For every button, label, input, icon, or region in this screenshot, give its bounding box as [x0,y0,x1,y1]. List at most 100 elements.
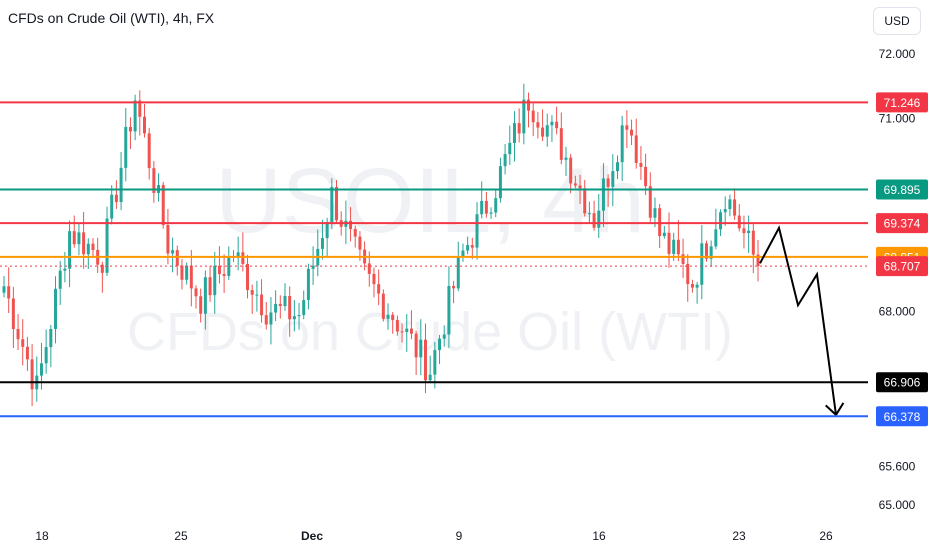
candle-body [419,339,423,358]
candle-body [54,288,58,329]
candle [152,161,156,203]
candle [512,111,516,162]
candle-body [77,232,81,245]
candle-body [428,374,432,381]
candle-body [625,125,629,130]
candle [330,178,334,230]
candle-body [86,243,90,255]
candle-body [325,222,329,239]
candle [475,202,479,260]
candle [447,266,451,348]
currency-button[interactable]: USD [873,7,921,35]
candle [54,276,58,344]
price-label-text: 71.246 [884,96,921,110]
watermark-description: CFDs on Crude Oil (WTI) [127,302,733,362]
candle [147,127,151,180]
price-label-text: 66.378 [884,410,921,424]
candle-body [630,129,634,136]
candle-body [400,331,404,333]
candle [756,239,760,282]
candle-body [541,127,545,137]
candle-body [222,274,226,276]
candle [30,344,34,407]
candle-body [644,166,648,187]
candle [227,246,231,281]
candle-body [110,194,114,219]
candle-body [166,225,170,254]
candle [597,193,601,239]
candle-body [297,315,301,317]
candle [213,251,217,314]
price-label-bg [876,256,928,277]
chart-title: CFDs on Crude Oil (WTI), 4h, FX [8,10,215,26]
candle [587,201,591,224]
candle-body [728,199,732,210]
candle [269,297,273,345]
candle [508,125,512,165]
candle [728,194,732,217]
candle-body [133,100,137,132]
candle-body [601,178,605,211]
candle-body [531,110,535,123]
price-level-label: 68.707 [876,256,928,277]
price-label-text: 68.707 [884,260,921,274]
x-tick-label: 26 [819,529,833,543]
candle [480,181,484,219]
candle-body [550,121,554,126]
candle-body [306,268,310,301]
candle [531,103,535,136]
candle [189,249,193,307]
candle-body [241,252,245,264]
candle [601,163,605,228]
candle [714,208,718,250]
candle [199,288,203,323]
candle [25,336,29,371]
candle [82,211,86,269]
candle [498,157,502,203]
candle-body [559,128,563,160]
candle [723,196,727,226]
candle [625,110,629,148]
candle-body [367,263,371,274]
candle-body [470,245,474,248]
candle-body [49,328,53,348]
candle-body [719,212,723,230]
candle [639,146,643,180]
candle-body [114,194,118,203]
candle-body [124,126,128,168]
candle [433,341,437,389]
candle-body [217,265,221,275]
candle [44,329,48,374]
time-axis[interactable]: 18 25 Dec 9 16 23 26 [35,529,833,543]
candle [466,236,470,255]
candle-body [269,312,273,325]
candle [255,280,259,312]
candle-body [695,284,699,288]
candle [648,172,652,222]
candle [124,108,128,182]
candle [241,232,245,272]
candle-body [583,188,587,214]
price-level-label: 69.374 [876,213,928,234]
y-tick-label: 72.000 [879,47,916,61]
candle-body [447,285,451,335]
candle [747,215,751,253]
candle [550,115,554,142]
price-axis[interactable]: 72.000 71.000 68.000 65.600 65.000 71.246 69.8… [876,47,928,512]
candle [489,207,493,219]
candle [372,267,376,298]
candle [611,154,615,207]
candle-body [639,162,643,167]
candle-body [573,183,577,186]
candle [11,286,15,348]
candle-body [58,270,62,289]
candle-body [508,142,512,155]
price-level-label: 66.378 [876,406,928,427]
candle-body [634,135,638,163]
candle [400,323,404,343]
candle-body [72,231,76,245]
candle [592,200,596,231]
candle [349,207,353,242]
candle-body [433,350,437,375]
